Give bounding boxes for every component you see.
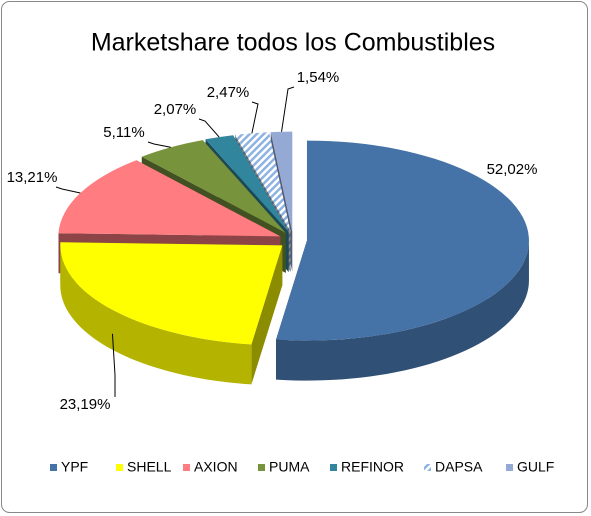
slice [235,132,291,232]
legend-swatch [50,464,57,471]
slice-group [276,140,529,381]
legend-swatch [506,464,513,471]
legend-label: AXION [194,459,238,475]
slice [58,160,281,237]
leader-line [147,141,171,148]
data-label: 1,54% [297,69,340,86]
slice [60,242,283,345]
legend-label: GULF [517,459,554,475]
data-label: 13,21% [7,169,58,186]
legend-label: SHELL [127,459,172,475]
legend-swatch [258,464,265,471]
leader-line [251,101,259,134]
slice [276,140,529,341]
legend-swatch [330,464,337,471]
data-label: 2,47% [207,84,250,101]
slice [205,135,289,233]
data-label: 52,02% [487,161,538,178]
slice [270,131,293,232]
legend-swatch [116,464,123,471]
legend-label: PUMA [269,459,310,475]
data-label: 23,19% [60,396,111,413]
legend-swatch [183,464,190,471]
data-label: 5,11% [103,124,144,141]
legend-label: REFINOR [341,459,404,475]
chart-title: Marketshare todos los Combustibles [91,29,495,57]
leader-line [111,333,116,397]
pie [58,131,529,385]
data-label: 2,07% [154,101,197,118]
leader-line [198,118,220,138]
leader-line [55,186,81,194]
leader-line [281,86,295,132]
legend-label: YPF [61,459,88,475]
legend-label: DAPSA [435,459,483,475]
slice [141,140,286,233]
legend-swatch [424,464,431,471]
slice-wall [276,240,529,381]
slice-wall [60,245,252,385]
slice-group [60,242,283,385]
